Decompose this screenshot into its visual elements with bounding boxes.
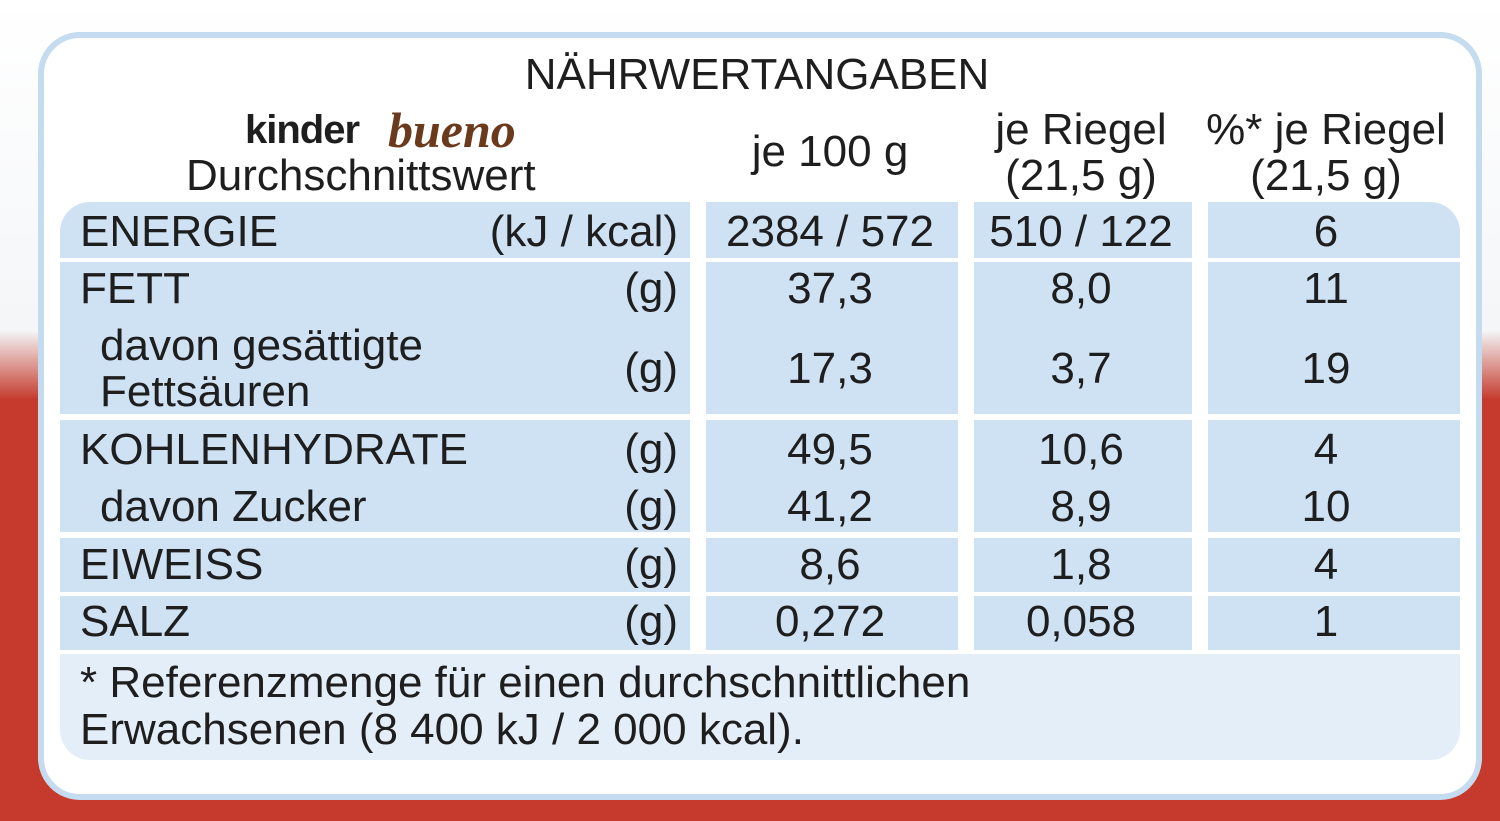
- cell-background: [60, 262, 690, 414]
- brand-kinder: kinder: [245, 108, 360, 152]
- title: NÄHRWERTANGABEN: [524, 50, 990, 99]
- row-unit: (g): [624, 264, 678, 313]
- cell-background: [60, 538, 690, 592]
- row-unit: (g): [624, 482, 678, 531]
- row-unit: (g): [624, 425, 678, 474]
- cell-background: [974, 262, 1192, 414]
- row-label: KOHLENHYDRATE: [80, 425, 468, 474]
- cell-background: [974, 202, 1192, 258]
- cell-background: [60, 420, 690, 532]
- cell-value: 3,7: [1050, 344, 1112, 393]
- footnote: * Referenzmenge für einen durchschnittli…: [80, 658, 971, 707]
- cell-value: 2384 / 572: [726, 207, 934, 256]
- row-label: EIWEISS: [80, 540, 264, 589]
- footnote-background: [60, 654, 1460, 760]
- cell-background: [706, 596, 958, 650]
- cell-background: [60, 596, 690, 650]
- cell-background: [974, 538, 1192, 592]
- row-unit: (kJ / kcal): [489, 207, 678, 256]
- cell-value: 10: [1301, 482, 1351, 531]
- column-header: (21,5 g): [1250, 151, 1402, 200]
- row-label: FETT: [80, 264, 190, 313]
- cell-background: [1208, 202, 1460, 258]
- row-unit: (g): [624, 597, 678, 646]
- cell-value: 37,3: [787, 264, 873, 313]
- column-header: je Riegel: [995, 105, 1167, 154]
- column-header: %* je Riegel: [1206, 105, 1446, 154]
- cell-background: [1208, 420, 1460, 532]
- cell-value: 11: [1303, 264, 1349, 313]
- row-label: davon gesättigte: [100, 321, 423, 370]
- cell-value: 10,6: [1038, 425, 1124, 474]
- cell-background: [706, 262, 958, 414]
- cell-background: [1208, 538, 1460, 592]
- cell-background: [1208, 596, 1460, 650]
- row-label: davon Zucker: [100, 482, 367, 531]
- cell-value: 4: [1313, 540, 1339, 589]
- cell-value: 6: [1313, 207, 1339, 256]
- row-unit: (g): [624, 344, 678, 393]
- cell-background: [1208, 262, 1460, 414]
- cell-background: [706, 538, 958, 592]
- cell-value: 0,272: [774, 597, 886, 646]
- cell-value: 1: [1313, 597, 1339, 646]
- row-unit: (g): [624, 540, 678, 589]
- subtitle: Durchschnittswert: [186, 151, 536, 200]
- cell-value: 19: [1301, 344, 1351, 393]
- row-label: ENERGIE: [80, 207, 279, 256]
- cell-value: 8,0: [1050, 264, 1112, 313]
- cell-value: 17,3: [787, 344, 873, 393]
- footnote: Erwachsenen (8 400 kJ / 2 000 kcal).: [80, 705, 804, 754]
- cell-value: 8,6: [799, 540, 861, 589]
- cell-background: [706, 420, 958, 532]
- cell-value: 510 / 122: [989, 207, 1173, 256]
- cell-background: [706, 202, 958, 258]
- cell-value: 8,9: [1050, 482, 1112, 531]
- row-label: SALZ: [80, 597, 191, 646]
- column-header: (21,5 g): [1005, 151, 1157, 200]
- brand-bueno: bueno: [388, 102, 516, 158]
- cell-value: 0,058: [1025, 597, 1137, 646]
- cell-value: 41,2: [787, 482, 873, 531]
- cell-background: [974, 420, 1192, 532]
- cell-value: 4: [1313, 425, 1339, 474]
- cell-value: 1,8: [1050, 540, 1112, 589]
- cell-background: [974, 596, 1192, 650]
- row-label: Fettsäuren: [100, 367, 311, 416]
- cell-background: [60, 202, 690, 258]
- cell-value: 49,5: [787, 425, 873, 474]
- column-header: je 100 g: [751, 127, 909, 176]
